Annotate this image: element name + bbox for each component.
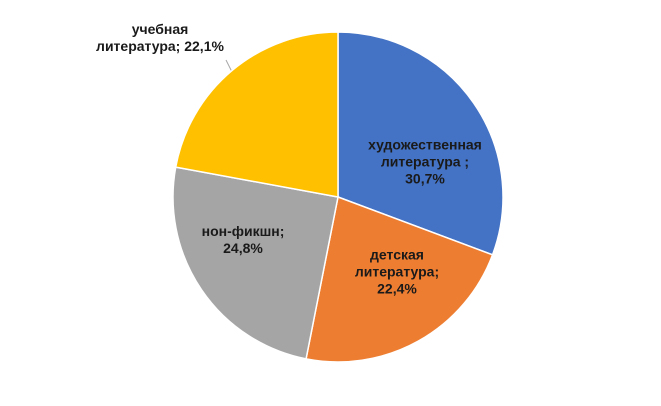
category-label: нон-фикшн; xyxy=(201,223,285,239)
data-label: художественная литература ; 30,7% xyxy=(364,137,486,188)
pie-slice xyxy=(172,166,339,360)
data-label: детская литература; 22,4% xyxy=(349,247,445,298)
pie-slice xyxy=(305,195,494,363)
data-label: учебная литература; 22,1% xyxy=(94,21,226,55)
leader-line xyxy=(225,59,233,73)
pie-slice xyxy=(337,31,504,256)
pie-slice xyxy=(174,31,339,198)
category-label: художественная литература ; xyxy=(368,136,482,170)
value-label: 24,8% xyxy=(223,240,263,256)
category-label: учебная литература; xyxy=(96,21,189,54)
value-label: 30,7% xyxy=(405,170,445,187)
category-label: детская литература; xyxy=(354,246,440,280)
value-label: 22,1% xyxy=(184,38,224,54)
value-label: 22,4% xyxy=(377,280,417,297)
data-label: нон-фикшн; 24,8% xyxy=(197,223,289,257)
